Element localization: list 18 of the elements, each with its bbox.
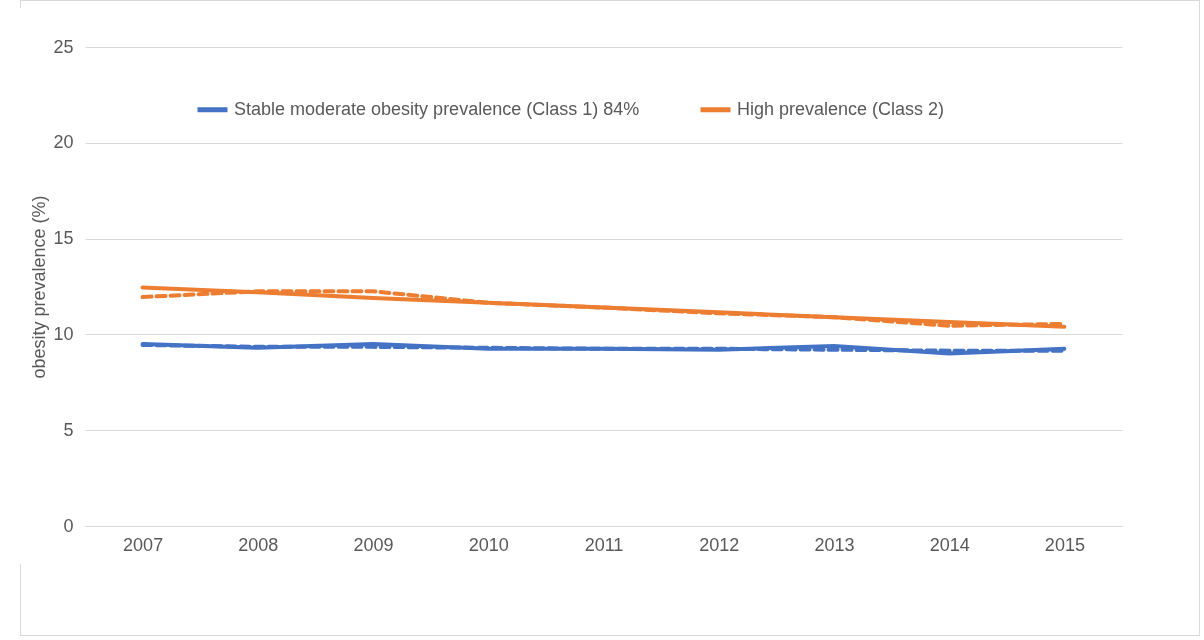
x-tick-label: 2010 — [468, 534, 509, 555]
y-tick-label: 15 — [53, 228, 74, 249]
y-tick-label: 10 — [53, 323, 74, 344]
x-tick-label: 2008 — [238, 534, 279, 555]
legend-label: High prevalence (Class 2) — [737, 98, 945, 119]
x-tick-label: 2009 — [353, 534, 394, 555]
x-tick-label: 2015 — [1044, 534, 1085, 555]
legend-label: Stable moderate obesity prevalence (Class 1) 84% — [234, 98, 640, 119]
x-tick-label: 2014 — [929, 534, 970, 555]
x-tick-label: 2011 — [584, 534, 624, 555]
y-axis-title: obesity prevalence (%) — [29, 195, 50, 379]
x-tick-label: 2013 — [814, 534, 855, 555]
y-tick-label: 5 — [63, 419, 74, 440]
x-tick-label: 2007 — [123, 534, 164, 555]
x-tick-label: 2012 — [699, 534, 740, 555]
y-tick-label: 25 — [53, 36, 74, 57]
y-tick-label: 0 — [63, 515, 74, 536]
y-tick-label: 20 — [53, 132, 74, 153]
